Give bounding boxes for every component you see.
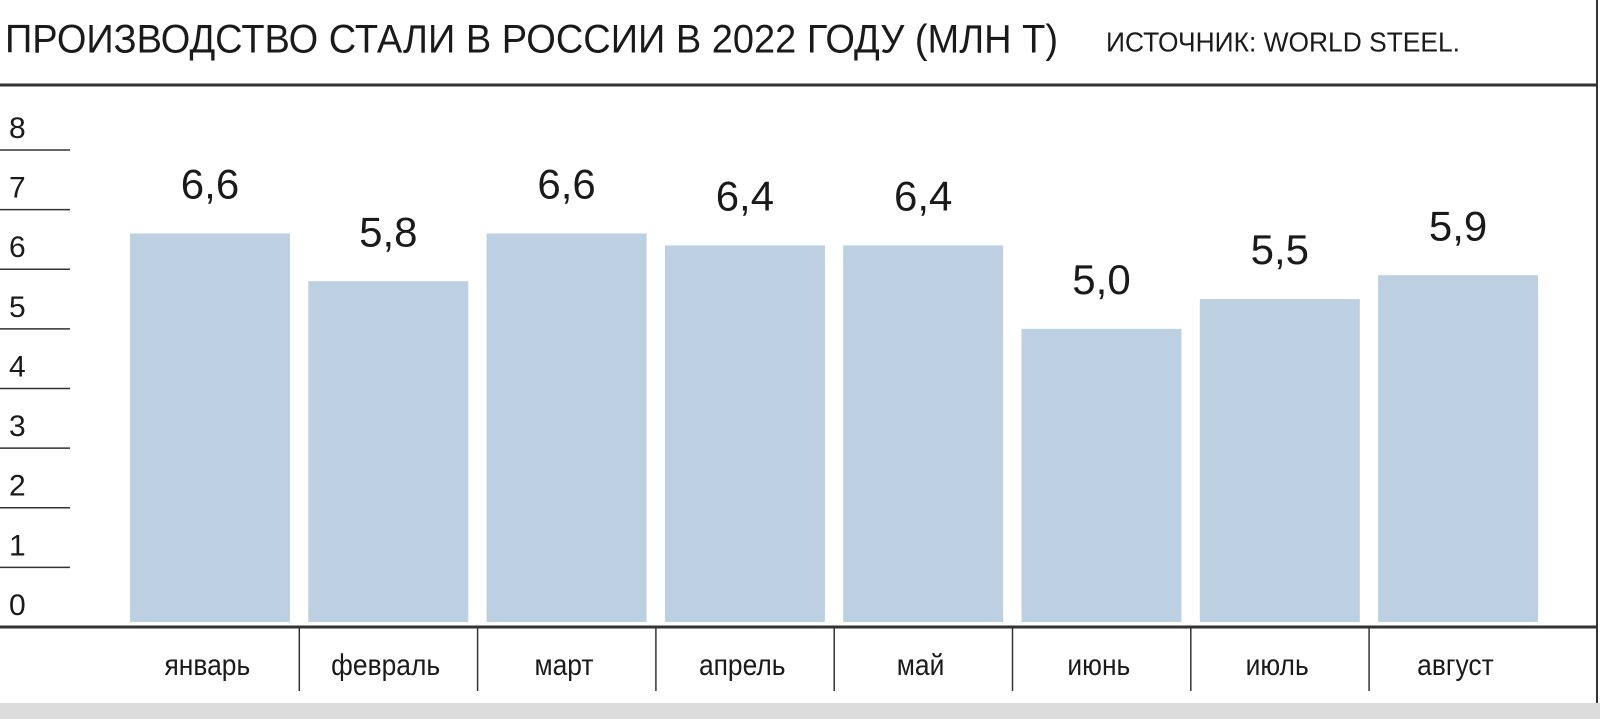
bar [130, 233, 290, 622]
x-tick-label: июнь [1067, 647, 1130, 681]
y-tick-label: 7 [9, 172, 26, 205]
x-tick-label: февраль [331, 647, 440, 681]
value-label: 6,6 [181, 161, 239, 208]
y-tick-label: 8 [9, 112, 26, 145]
value-label: 6,6 [537, 161, 595, 208]
y-tick-label: 0 [9, 589, 26, 622]
bar [664, 245, 825, 622]
x-tick-label: март [534, 647, 593, 681]
value-label: 6,4 [894, 172, 952, 219]
source: ИСТОЧНИК: WORLD STEEL. [1106, 26, 1460, 57]
x-tick-label: август [1417, 647, 1494, 681]
value-label: 6,4 [716, 172, 774, 219]
bar [308, 281, 469, 622]
value-label: 5,8 [359, 208, 417, 255]
y-tick-label: 3 [9, 410, 26, 443]
value-label: 5,0 [1072, 256, 1130, 303]
bar [843, 245, 1004, 622]
y-tick-label: 1 [9, 529, 26, 562]
bar [1199, 299, 1360, 622]
bar [1378, 275, 1539, 622]
y-tick-label: 2 [9, 470, 26, 503]
x-tick-label: июль [1246, 647, 1309, 681]
chart-title: ПРОИЗВОДСТВО СТАЛИ В РОССИИ В 2022 ГОДУ … [5, 18, 1058, 62]
y-tick-label: 4 [9, 350, 26, 383]
x-tick-label: январь [165, 647, 251, 681]
bar [486, 233, 647, 622]
bottom-strip [0, 703, 1600, 719]
y-tick-label: 5 [9, 291, 26, 324]
y-tick-label: 6 [9, 231, 26, 264]
value-label: 5,5 [1251, 226, 1309, 273]
bar [1021, 328, 1182, 622]
x-tick-label: апрель [699, 647, 786, 681]
value-label: 5,9 [1429, 202, 1487, 249]
x-tick-label: май [897, 647, 945, 681]
